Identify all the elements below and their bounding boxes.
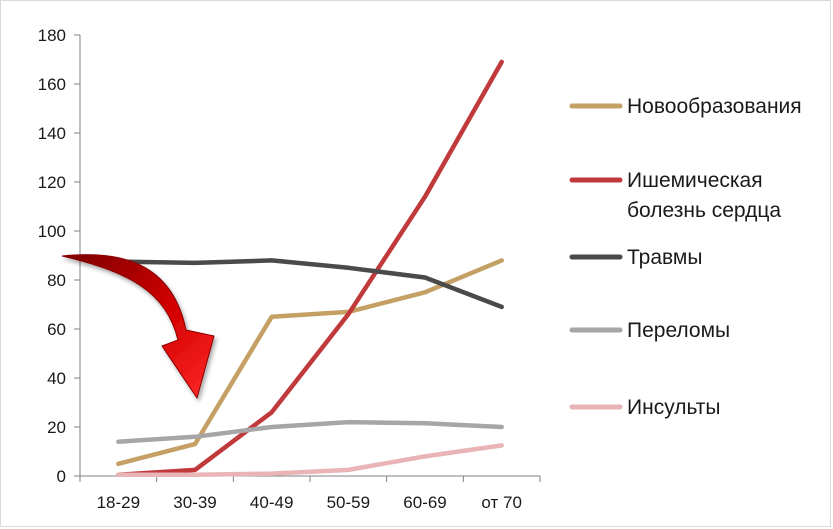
legend-item: Ишемическая болезнь сердца (569, 169, 781, 222)
legend-label-line: болезнь сердца (627, 199, 781, 222)
legend-label-line: Ишемическая (627, 169, 763, 192)
legend-label: Переломы (627, 319, 730, 342)
legend-item: Инсульты (569, 396, 721, 419)
y-tick-label: 160 (38, 75, 66, 94)
y-tick-label: 40 (47, 369, 66, 388)
x-axis: 18-29 30-39 40-49 50-59 60-69 от 70 (79, 475, 541, 512)
x-tick-label: 60-69 (403, 493, 446, 512)
x-tick-label: от 70 (481, 493, 522, 512)
curved-arrow-annotation (61, 254, 215, 400)
legend: Новообразования Ишемическая болезнь сердца… (569, 95, 802, 419)
series-line-1 (116, 59, 504, 478)
y-tick-label: 120 (38, 173, 66, 192)
legend-item: Переломы (569, 319, 730, 342)
legend-label: Ишемическая болезнь сердца (627, 169, 781, 222)
x-tick-label: 18-29 (97, 493, 140, 512)
series-line-3 (116, 419, 504, 444)
y-tick-label: 140 (38, 124, 66, 143)
y-tick-label: 100 (38, 222, 66, 241)
series-layer (116, 59, 504, 478)
y-tick-label: 80 (47, 271, 66, 290)
series-line-2 (116, 258, 504, 310)
series-line-4 (116, 443, 504, 478)
legend-item: Травмы (569, 246, 702, 269)
x-tick-label: 50-59 (327, 493, 370, 512)
series-line-0 (116, 258, 504, 467)
legend-label: Травмы (627, 246, 702, 269)
legend-label: Новообразования (627, 95, 802, 118)
y-tick-label: 20 (47, 418, 66, 437)
y-tick-label: 60 (47, 320, 66, 339)
y-tick-label: 0 (57, 467, 66, 486)
y-tick-label: 180 (38, 26, 66, 45)
legend-item: Новообразования (569, 95, 802, 118)
x-tick-label: 40-49 (250, 493, 293, 512)
legend-label: Инсульты (627, 396, 721, 419)
x-tick-label: 30-39 (173, 493, 216, 512)
y-axis: 0 20 40 60 80 100 120 140 160 180 (38, 26, 81, 486)
